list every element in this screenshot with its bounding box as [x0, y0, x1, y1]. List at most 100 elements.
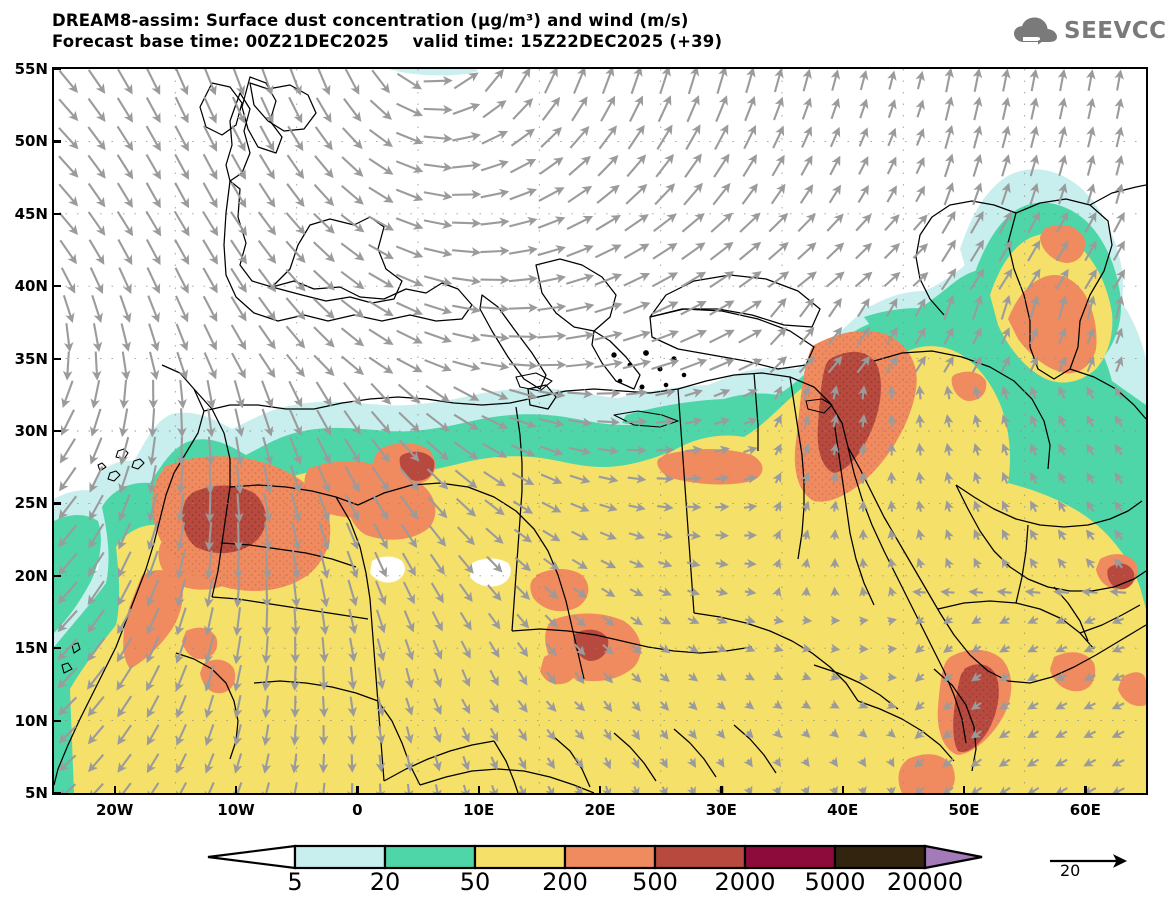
- wind-arrow: [424, 303, 453, 315]
- wind-arrow: [120, 323, 131, 352]
- wind-arrow: [202, 153, 218, 180]
- wind-arrow: [686, 530, 702, 541]
- wind-arrow: [600, 95, 616, 122]
- y-axis-tick-25N: 25N: [14, 494, 48, 513]
- wind-arrow: [368, 157, 394, 175]
- wind-arrow: [205, 408, 216, 438]
- wind-arrow: [601, 587, 616, 598]
- wind-arrow: [656, 445, 675, 456]
- wind-arrow: [344, 69, 360, 95]
- wind-arrow: [314, 155, 334, 179]
- wind-arrow: [174, 182, 190, 209]
- wind-arrow: [800, 471, 811, 484]
- wind-arrow: [432, 755, 442, 772]
- wind-arrow: [858, 414, 868, 428]
- x-axis-tick-mark: [235, 786, 238, 795]
- wind-arrow: [771, 756, 782, 768]
- wind-arrow: [830, 69, 841, 91]
- wind-arrow: [943, 294, 955, 321]
- wind-arrow: [261, 695, 272, 719]
- wind-arrow: [230, 239, 247, 265]
- wind-arrow: [1029, 327, 1039, 345]
- wind-arrow: [771, 727, 782, 739]
- wind-arrow: [1026, 268, 1041, 290]
- wind-arrow: [286, 183, 305, 208]
- wind-arrow: [659, 69, 671, 95]
- wind-arrow: [971, 294, 983, 320]
- wind-arrow: [800, 500, 811, 512]
- y-axis-tick-20N: 20N: [14, 566, 48, 585]
- wind-arrow: [313, 298, 335, 319]
- wind-arrow: [1114, 69, 1124, 91]
- wind-arrow: [630, 644, 643, 654]
- wind-arrow: [175, 69, 189, 96]
- wind-arrow: [453, 386, 480, 401]
- wind-arrow: [942, 671, 954, 682]
- wind-arrow: [970, 671, 982, 682]
- x-axis-tick-mark: [841, 786, 844, 795]
- wind-arrow: [797, 242, 817, 260]
- wind-arrow: [826, 213, 844, 232]
- wind-arrow: [623, 243, 650, 259]
- wind-arrow: [602, 728, 612, 741]
- wind-arrow: [970, 700, 982, 710]
- wind-arrow: [423, 104, 453, 115]
- wind-arrow: [709, 329, 735, 344]
- wind-arrow: [628, 502, 646, 512]
- colorbar-band: [473, 844, 567, 870]
- wind-arrow: [58, 725, 77, 744]
- wind-arrow: [117, 239, 133, 266]
- wind-arrow: [261, 380, 274, 408]
- wind-arrow: [715, 95, 728, 123]
- wind-arrow: [285, 268, 306, 292]
- wind-arrow: [1055, 240, 1069, 262]
- wind-arrow: [262, 521, 273, 551]
- dust-concentration-map[interactable]: [52, 67, 1148, 795]
- wind-arrow: [57, 609, 78, 633]
- y-axis-tick-35N: 35N: [14, 349, 48, 368]
- wind-arrow: [743, 445, 758, 456]
- wind-arrow: [89, 437, 103, 465]
- wind-arrow: [484, 69, 504, 93]
- y-axis-tick-mark: [52, 357, 61, 360]
- wind-arrow: [347, 579, 359, 607]
- wind-arrow: [452, 304, 481, 315]
- wind-arrow: [90, 379, 101, 409]
- wind-arrow: [945, 557, 955, 569]
- wind-arrow: [427, 496, 448, 519]
- wind-arrow: [288, 380, 303, 408]
- wind-arrow: [884, 214, 900, 232]
- wind-arrow: [651, 301, 679, 315]
- wind-arrow: [515, 585, 531, 600]
- wind-arrow: [1114, 183, 1124, 204]
- wind-arrow: [630, 69, 643, 95]
- wind-arrow: [176, 493, 186, 523]
- wind-arrow: [509, 388, 538, 400]
- colorbar-extend-high: [923, 844, 983, 870]
- wind-arrow: [973, 500, 983, 513]
- y-axis-tick-40N: 40N: [14, 277, 48, 296]
- wind-arrow: [319, 550, 330, 579]
- wind-arrow: [145, 97, 161, 124]
- wind-arrow: [545, 700, 557, 712]
- wind-arrow: [146, 69, 161, 95]
- wind-arrow: [684, 388, 703, 398]
- wind-arrow: [1086, 414, 1096, 428]
- wind-arrow: [290, 665, 300, 692]
- wind-arrow: [512, 500, 534, 514]
- wind-arrow: [1085, 529, 1096, 541]
- wind-arrow: [1057, 529, 1068, 541]
- dust-colorbar[interactable]: [200, 842, 990, 872]
- wind-arrow: [117, 695, 133, 718]
- wind-arrow: [768, 242, 789, 261]
- wind-arrow: [285, 353, 305, 378]
- wind-arrow: [743, 728, 754, 739]
- wind-arrow: [287, 125, 304, 152]
- wind-arrow: [569, 474, 591, 484]
- wind-arrow: [404, 667, 414, 689]
- wind-arrow: [596, 388, 621, 399]
- wind-arrow: [120, 351, 131, 381]
- wind-arrow: [202, 210, 219, 237]
- wind-arrow: [601, 615, 615, 626]
- wind-arrow: [1057, 295, 1068, 320]
